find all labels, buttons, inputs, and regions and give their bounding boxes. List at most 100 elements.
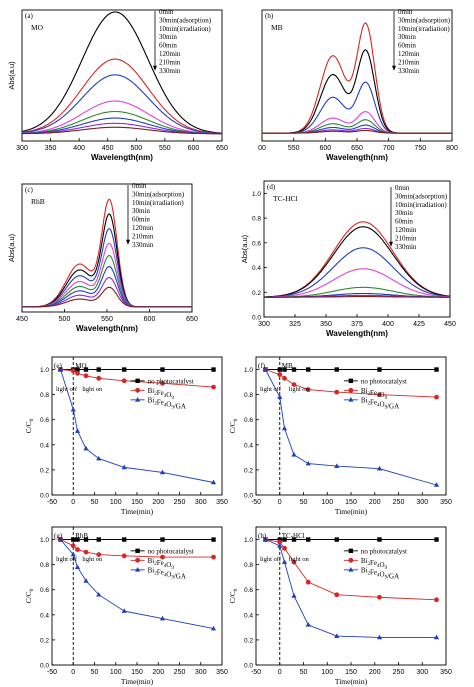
data-point-square — [71, 537, 76, 542]
panel-label: (g) — [54, 532, 63, 540]
legend-entry: 30min(adsorption) — [395, 192, 448, 200]
data-point-circle — [121, 553, 127, 559]
data-point-triangle — [305, 622, 311, 627]
data-point-triangle — [57, 366, 64, 372]
panel-f: -50 0 50 100 150 200 250 300 350 0.0 0.2 0.4 0.6 0.8 1… — [228, 356, 452, 516]
panel-label: (d) — [267, 183, 276, 191]
x-tick-label: 700 — [383, 145, 395, 152]
data-point-circle — [211, 384, 216, 390]
data-point-triangle — [281, 559, 288, 564]
legend-entry: Bi2Fe4O9 — [361, 557, 388, 571]
spectrum-line-7 — [22, 126, 222, 135]
data-point-circle — [377, 594, 382, 600]
legend-entry: 30min(adsorption) — [132, 190, 185, 198]
y-tick-label: 0.4 — [252, 265, 261, 272]
data-point-circle — [277, 372, 283, 377]
data-point-triangle — [334, 463, 340, 468]
data-point-square — [282, 537, 287, 542]
data-point-circle — [121, 378, 127, 384]
data-point-square — [160, 537, 165, 542]
spectrum-line-3 — [21, 100, 222, 135]
x-tick-label: 450 — [16, 316, 28, 323]
data-point-triangle — [277, 394, 283, 399]
legend-entry: no photocatalyst — [148, 377, 194, 385]
spectrum-line-4 — [21, 110, 222, 135]
legend-entry: Bi2Fe4O9/GA — [148, 566, 186, 580]
y-tick-label: 0.8 — [244, 392, 253, 399]
y-tick-label: 0.8 — [252, 216, 261, 223]
data-point-triangle — [121, 608, 127, 613]
data-point-circle — [305, 387, 311, 393]
x-tick-label: 50 — [91, 499, 99, 506]
y-tick-label: 0.4 — [40, 442, 49, 449]
panel-e: -50 0 50 100 150 200 250 300 350 0.0 0.2 0.4 0.6 0.8 1… — [24, 356, 228, 516]
panel-label: (f) — [258, 362, 266, 370]
annotation-light-off: light off — [260, 556, 282, 563]
spectrum-line-0 — [264, 221, 451, 298]
data-point-circle — [334, 389, 340, 395]
x-tick-label: 300 — [195, 669, 207, 676]
x-tick-label: 600 — [188, 145, 200, 152]
legend-entry: 30min(adsorption) — [159, 16, 212, 24]
x-tick-label: 50 — [91, 669, 99, 676]
x-tick-label: 450 — [102, 145, 114, 152]
x-tick-label: 0 — [71, 499, 75, 506]
y-tick-label: 0.4 — [40, 612, 49, 619]
sample-label: MO — [75, 362, 86, 370]
data-point-square — [135, 548, 140, 554]
data-point-triangle — [135, 567, 141, 572]
data-point-triangle — [262, 366, 269, 372]
x-tick-label: 375 — [351, 321, 363, 328]
data-point-circle — [75, 547, 80, 552]
data-point-square — [96, 367, 101, 372]
data-point-circle — [96, 552, 102, 557]
x-tick-label: 350 — [440, 499, 452, 506]
data-point-triangle — [121, 464, 127, 470]
legend-entry: no photocatalyst — [361, 547, 407, 555]
data-point-square — [291, 537, 297, 542]
spectrum-line-1 — [22, 213, 192, 308]
legend-entry: 330min — [159, 67, 181, 75]
legend-entry: 10min(irradiation) — [132, 199, 184, 207]
sample-label: TC-HCl — [282, 532, 305, 540]
x-tick-label: 650 — [351, 145, 363, 152]
x-tick-label: 200 — [152, 499, 164, 506]
data-point-square — [211, 537, 216, 542]
x-axis-label: Time(min) — [121, 677, 154, 686]
x-tick-label: 600 — [319, 145, 331, 152]
legend-entry: Bi2Fe4O9 — [361, 387, 388, 401]
x-tick-label: 650 — [186, 316, 198, 323]
x-tick-label: 100 — [321, 499, 333, 506]
x-tick-label: 250 — [174, 669, 186, 676]
y-tick-label: 0.6 — [244, 587, 253, 594]
x-tick-label: 300 — [258, 321, 270, 328]
legend-entry: 330min — [398, 67, 420, 75]
y-tick-label: 1.0 — [252, 191, 261, 198]
x-tick-label: 600 — [144, 316, 156, 323]
y-tick-label: 0.8 — [40, 562, 49, 569]
legend-entry: 0min — [132, 182, 147, 190]
spectrum-line-2 — [264, 247, 451, 298]
data-point-square — [277, 367, 282, 372]
x-tick-label: 200 — [152, 669, 164, 676]
panel-label: (b) — [265, 12, 274, 20]
x-tick-label: 550 — [159, 145, 171, 152]
legend-entry: 30min — [132, 207, 150, 215]
panel-label: (e) — [54, 362, 62, 370]
data-point-square — [348, 548, 354, 554]
x-axis-label: Wavelength(nm) — [76, 324, 138, 333]
data-point-triangle — [210, 479, 217, 485]
sample-label: MB — [271, 23, 283, 32]
legend-arrow-head — [392, 65, 396, 71]
data-point-circle — [83, 373, 89, 379]
series-line-2 — [265, 539, 437, 638]
panel-g: -50 0 50 100 150 200 250 300 350 0.0 0.2 0.4 0.6 0.8 1… — [24, 526, 228, 686]
legend-entry: 210min — [398, 58, 420, 66]
data-point-circle — [377, 392, 382, 398]
spectrum-line-1 — [21, 58, 223, 134]
data-point-square — [334, 537, 339, 542]
data-point-triangle — [348, 397, 354, 402]
x-tick-label: 100 — [110, 669, 122, 676]
x-tick-label: 425 — [413, 321, 425, 328]
